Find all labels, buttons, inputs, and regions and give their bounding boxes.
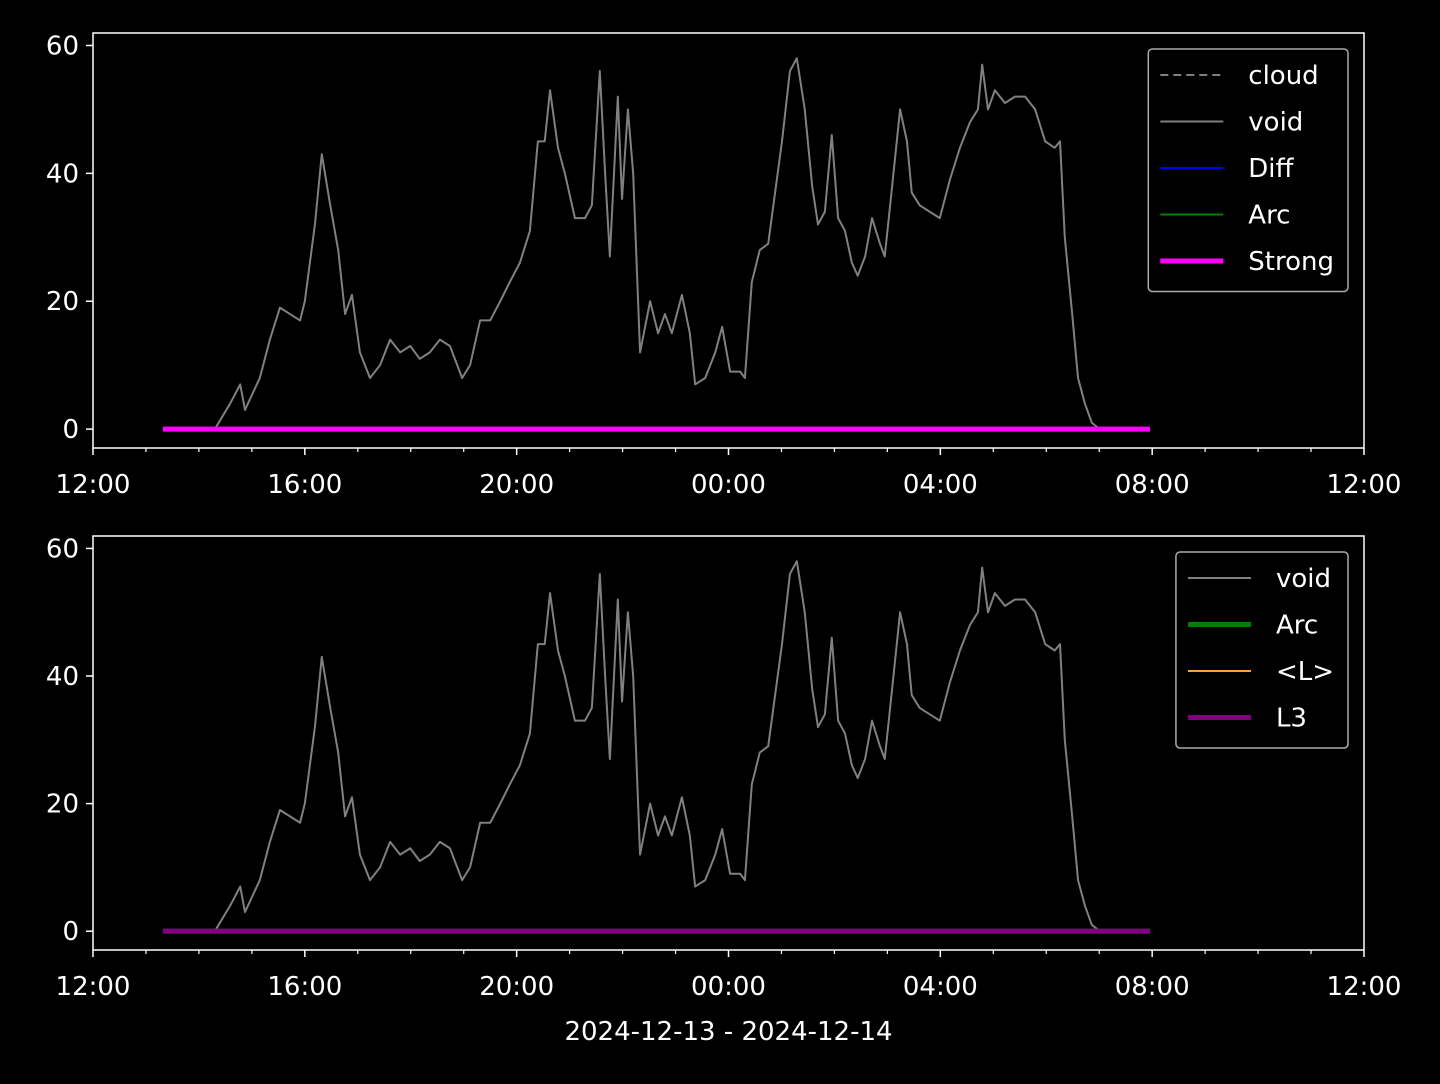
x-tick-label: 12:00	[56, 972, 131, 1002]
x-tick-label: 08:00	[1115, 470, 1190, 500]
y-tick-label: 20	[46, 790, 79, 820]
legend-box	[1175, 551, 1349, 749]
axes-frame	[92, 32, 1365, 449]
y-tick-label: 20	[46, 287, 79, 317]
legend-label: Arc	[1248, 201, 1290, 231]
x-tick-label: 20:00	[479, 972, 554, 1002]
x-tick-label: 08:00	[1115, 972, 1190, 1002]
x-tick-label: 04:00	[903, 972, 978, 1002]
x-tick-label: 16:00	[267, 972, 342, 1002]
x-tick-label: 12:00	[1327, 972, 1402, 1002]
legend-label: void	[1248, 108, 1303, 138]
y-tick-label: 40	[46, 662, 79, 692]
legend: void Arc <L> L3	[1175, 551, 1349, 749]
legend-box	[1147, 48, 1349, 293]
y-tick-label: 0	[62, 917, 79, 947]
line-series	[213, 560, 1101, 932]
x-tick-label: 00:00	[691, 470, 766, 500]
y-tick-label: 40	[46, 159, 79, 189]
x-tick-label: 04:00	[903, 470, 978, 500]
legend-label: cloud	[1248, 61, 1318, 91]
legend-label: <L>	[1276, 657, 1334, 687]
legend-label: void	[1276, 564, 1331, 594]
x-tick-label: 00:00	[691, 972, 766, 1002]
x-axis-label: 2024-12-13 - 2024-12-14	[564, 1017, 892, 1047]
legend-label: Strong	[1248, 247, 1334, 277]
legend-label: Diff	[1248, 154, 1294, 184]
legend: cloud void Diff Arc Strong	[1147, 48, 1349, 293]
axes-frame	[92, 535, 1365, 951]
x-tick-label: 16:00	[267, 470, 342, 500]
y-tick-label: 60	[46, 31, 79, 61]
legend-label: Arc	[1276, 611, 1318, 641]
y-tick-label: 60	[46, 534, 79, 564]
line-series	[213, 57, 1101, 430]
y-tick-label: 0	[62, 415, 79, 445]
legend-label: L3	[1276, 704, 1307, 734]
x-tick-label: 20:00	[479, 470, 554, 500]
x-tick-label: 12:00	[56, 470, 131, 500]
x-tick-label: 12:00	[1327, 470, 1402, 500]
